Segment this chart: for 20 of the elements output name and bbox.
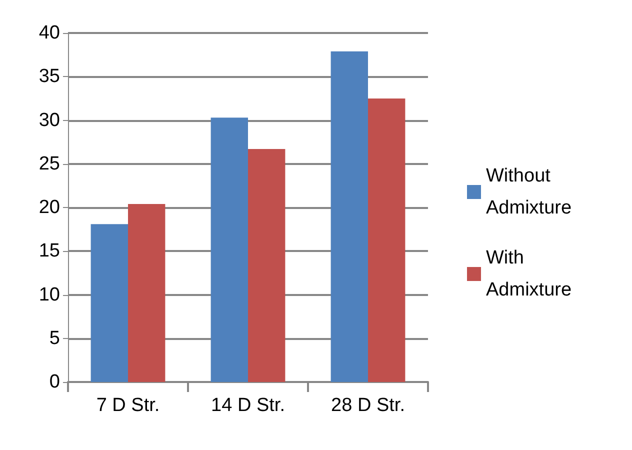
bar bbox=[248, 149, 286, 382]
x-tick-label: 28 D Str. bbox=[331, 395, 405, 416]
y-tick-label: 30 bbox=[38, 110, 60, 131]
bar bbox=[368, 98, 406, 382]
bar bbox=[210, 118, 248, 382]
x-tick-label: 7 D Str. bbox=[96, 395, 160, 416]
y-tick-label: 15 bbox=[38, 240, 60, 262]
y-tick-label: 25 bbox=[38, 153, 60, 174]
y-tick-label: 10 bbox=[38, 284, 60, 306]
y-tick-label: 5 bbox=[49, 328, 60, 349]
bar bbox=[330, 51, 368, 382]
x-tick-label: 14 D Str. bbox=[211, 395, 285, 416]
legend-label: Without Admixture bbox=[486, 166, 572, 218]
bar bbox=[128, 204, 166, 382]
y-tick-label: 20 bbox=[38, 197, 60, 218]
y-tick-label: 0 bbox=[49, 372, 60, 392]
y-tick-label: 35 bbox=[38, 66, 60, 88]
bar bbox=[90, 224, 128, 382]
legend-label: With Admixture bbox=[486, 248, 572, 300]
y-tick-label: 40 bbox=[38, 22, 60, 44]
